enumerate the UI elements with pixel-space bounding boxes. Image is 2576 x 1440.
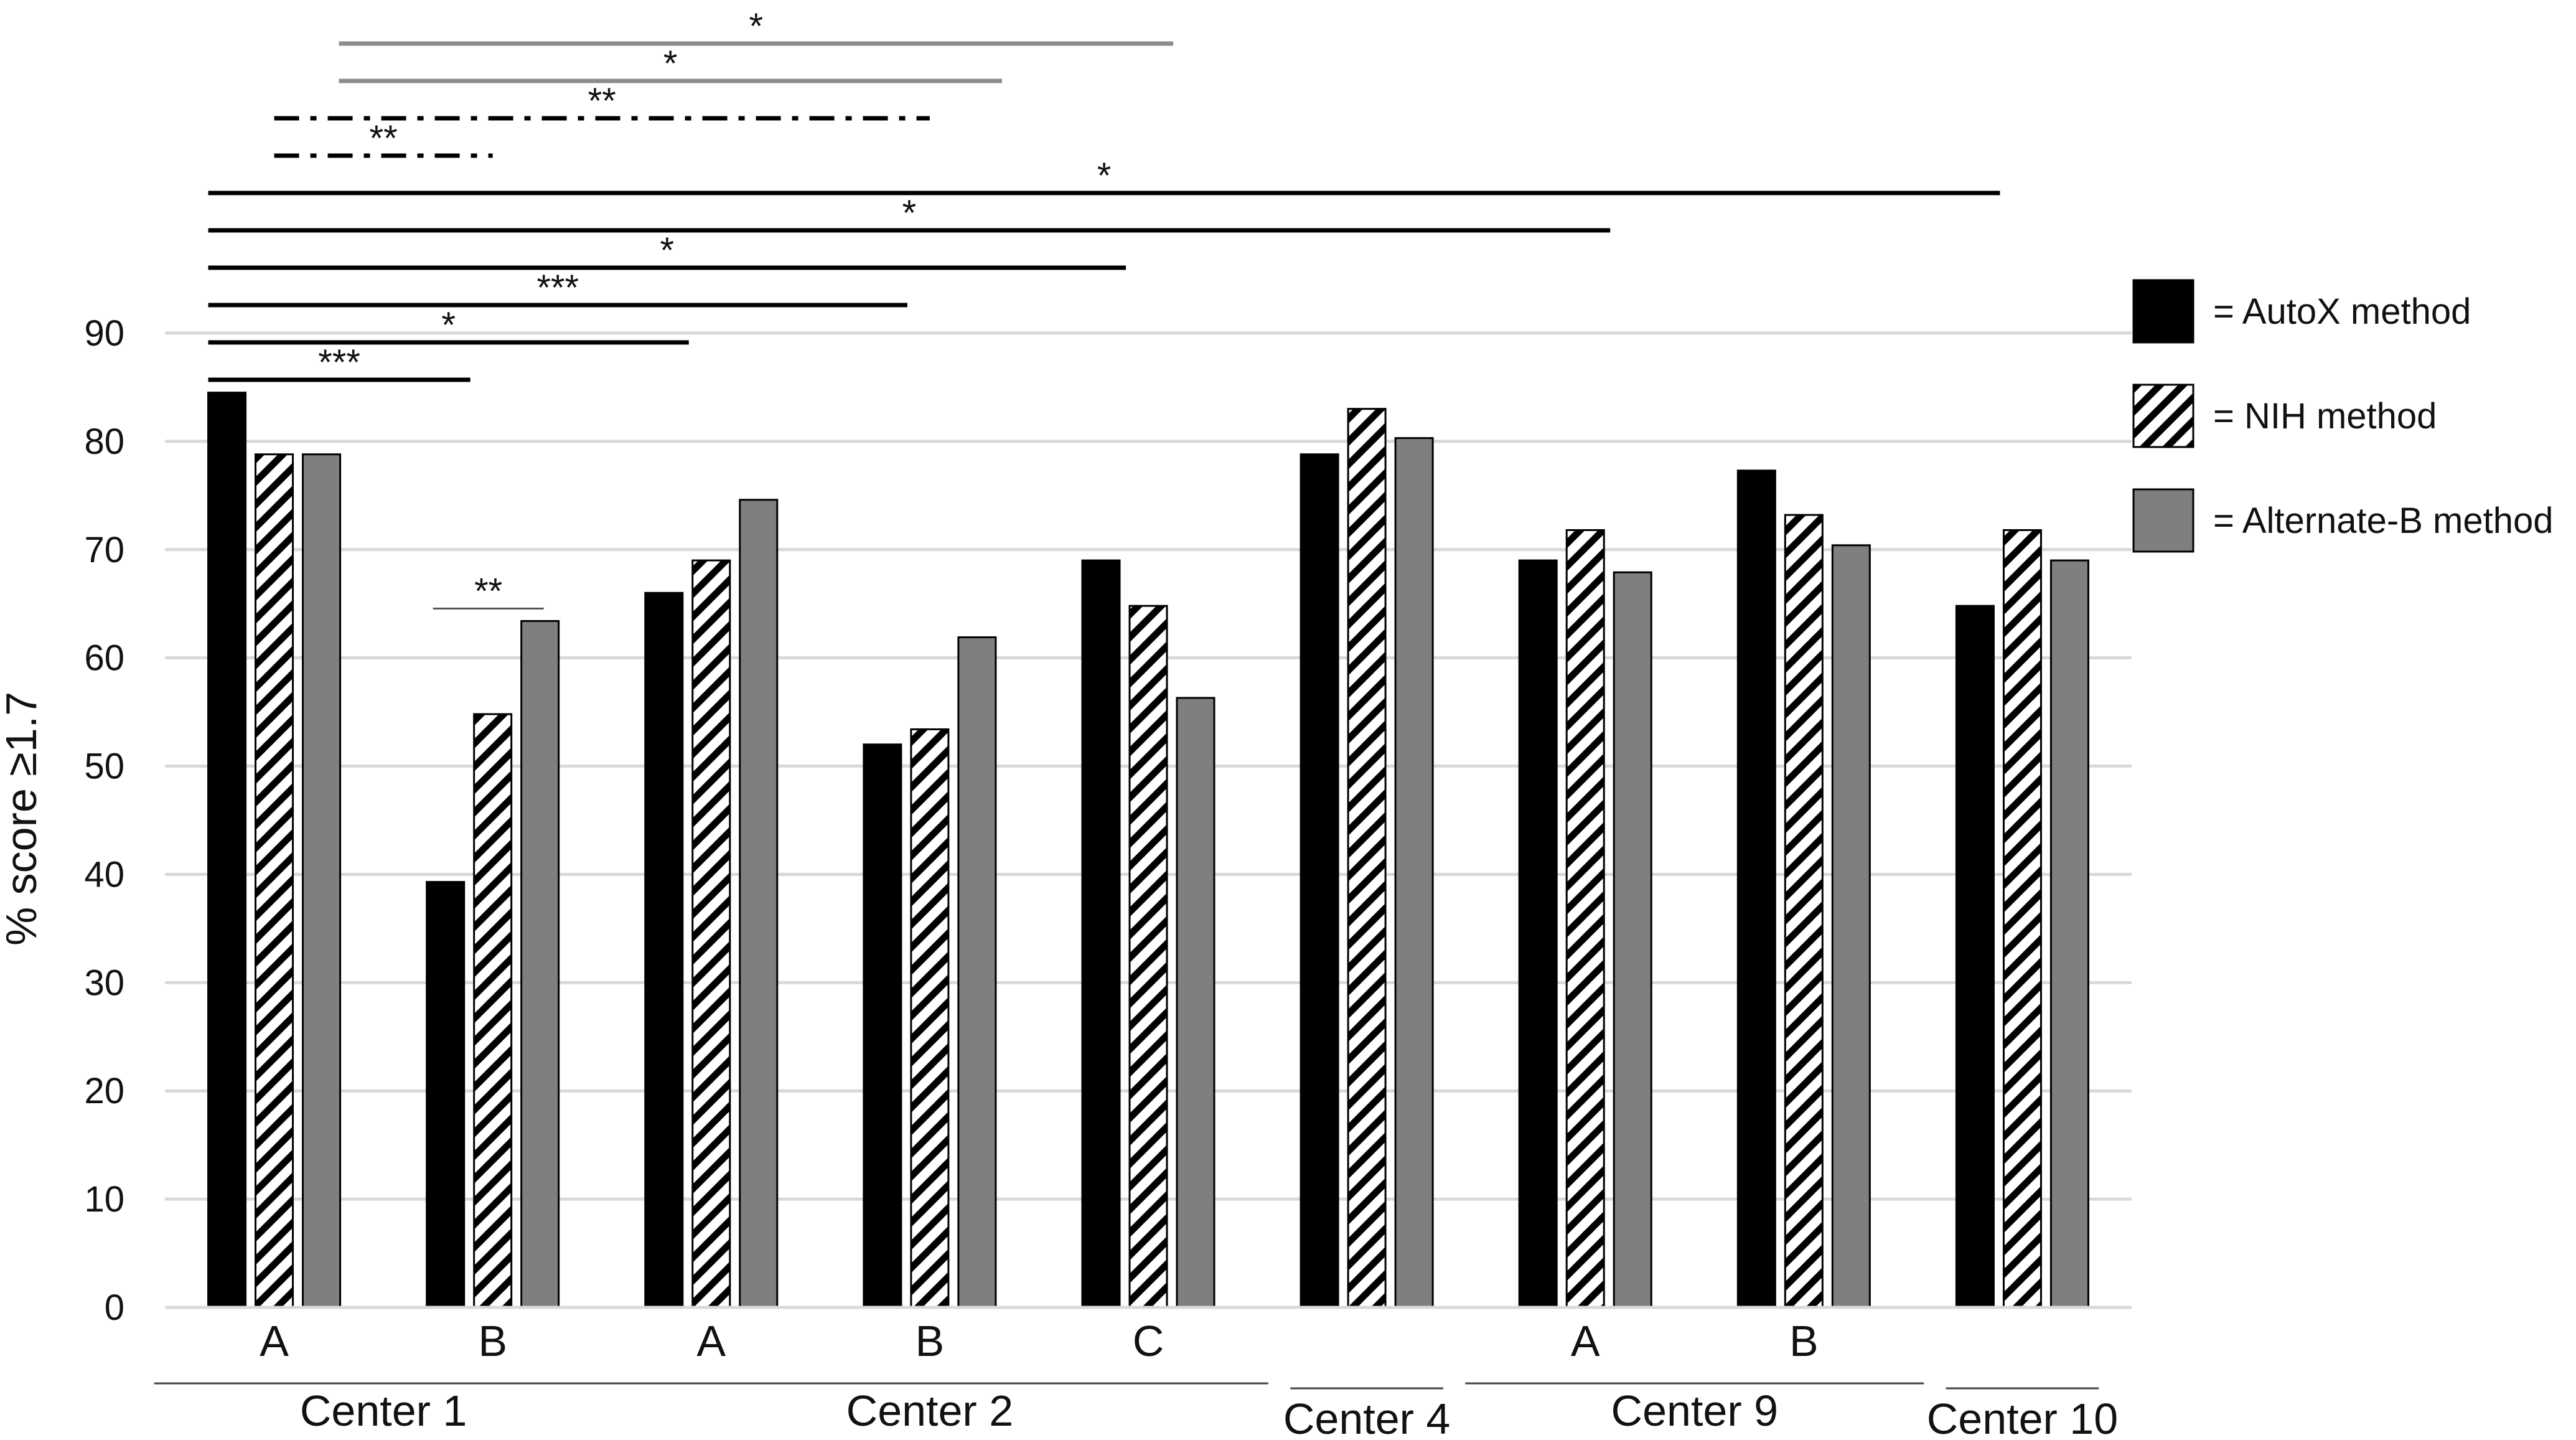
bar-alternate-b-method-8 — [2049, 559, 2089, 1309]
legend-swatch — [2132, 384, 2194, 448]
y-tick-label: 40 — [84, 854, 124, 895]
significance-label: * — [902, 193, 917, 233]
bar-autox-method-8 — [1955, 605, 1995, 1309]
legend-swatch — [2132, 279, 2194, 344]
bar-autox-method-5 — [1300, 453, 1339, 1309]
y-tick-label: 30 — [84, 962, 124, 1003]
bar-alternate-b-method-7 — [1831, 544, 1871, 1309]
significance-label: ** — [370, 118, 398, 159]
significance-label: * — [660, 230, 674, 271]
category-label: A — [696, 1317, 726, 1365]
bar-autox-method-6 — [1518, 559, 1558, 1309]
significance-label: ** — [474, 572, 502, 612]
y-tick-label: 80 — [84, 421, 124, 462]
bar-alternate-b-method-3 — [957, 636, 997, 1309]
bar-alternate-b-method-0 — [302, 453, 342, 1309]
y-axis-title: % score ≥1.7 — [0, 692, 45, 946]
significance-label: *** — [318, 342, 360, 383]
bar-alternate-b-method-4 — [1176, 697, 1215, 1309]
bar-alternate-b-method-5 — [1394, 437, 1434, 1309]
significance-label: * — [1097, 156, 1112, 196]
significance-label: * — [441, 305, 456, 346]
y-tick-label: 90 — [84, 313, 124, 354]
bar-alternate-b-method-2 — [739, 499, 779, 1309]
bar-autox-method-7 — [1736, 469, 1776, 1309]
bar-nih-method-4 — [1128, 605, 1168, 1309]
bar-autox-method-1 — [426, 881, 466, 1309]
y-tick-label: 10 — [84, 1179, 124, 1220]
category-label: B — [916, 1317, 945, 1365]
category-label: B — [478, 1317, 507, 1365]
category-label: B — [1789, 1317, 1819, 1365]
legend-label: = AutoX method — [2213, 291, 2471, 332]
significance-label: * — [663, 44, 678, 84]
bar-nih-method-7 — [1784, 514, 1824, 1309]
bar-nih-method-8 — [2002, 529, 2042, 1309]
y-tick-label: 70 — [84, 530, 124, 570]
significance-label: * — [749, 6, 763, 47]
group-label: Center 1 — [300, 1386, 467, 1435]
category-label: A — [1571, 1317, 1600, 1365]
bar-autox-method-2 — [644, 591, 684, 1309]
legend: = AutoX method = NIH method = Alternate-B … — [2132, 279, 2554, 553]
y-tick-label: 0 — [105, 1287, 124, 1328]
bars — [207, 392, 2089, 1309]
bar-nih-method-6 — [1565, 529, 1605, 1309]
bar-nih-method-3 — [910, 728, 950, 1309]
category-label: C — [1133, 1317, 1164, 1365]
bar-autox-method-0 — [207, 392, 247, 1309]
group-label: Center 4 — [1283, 1395, 1450, 1440]
group-label: Center 10 — [1927, 1395, 2118, 1440]
y-tick-label: 20 — [84, 1071, 124, 1111]
category-label: A — [260, 1317, 289, 1365]
group-label: Center 2 — [846, 1386, 1013, 1435]
legend-label: = Alternate-B method — [2213, 501, 2554, 541]
legend-label: = NIH method — [2213, 396, 2437, 436]
y-tick-label: 60 — [84, 638, 124, 679]
bar-autox-method-3 — [863, 743, 902, 1309]
significance-label: ** — [588, 81, 616, 121]
y-tick-label: 50 — [84, 746, 124, 787]
bar-alternate-b-method-6 — [1613, 571, 1652, 1309]
significance-brackets: ****************** — [208, 6, 2000, 612]
legend-swatch — [2132, 488, 2194, 553]
bar-nih-method-1 — [473, 713, 513, 1309]
bar-nih-method-2 — [691, 559, 731, 1309]
bar-alternate-b-method-1 — [520, 620, 560, 1309]
bar-nih-method-0 — [255, 453, 294, 1309]
bar-autox-method-4 — [1081, 559, 1121, 1309]
significance-label: *** — [536, 268, 579, 308]
group-label: Center 9 — [1611, 1386, 1778, 1435]
bar-nih-method-5 — [1347, 408, 1387, 1309]
